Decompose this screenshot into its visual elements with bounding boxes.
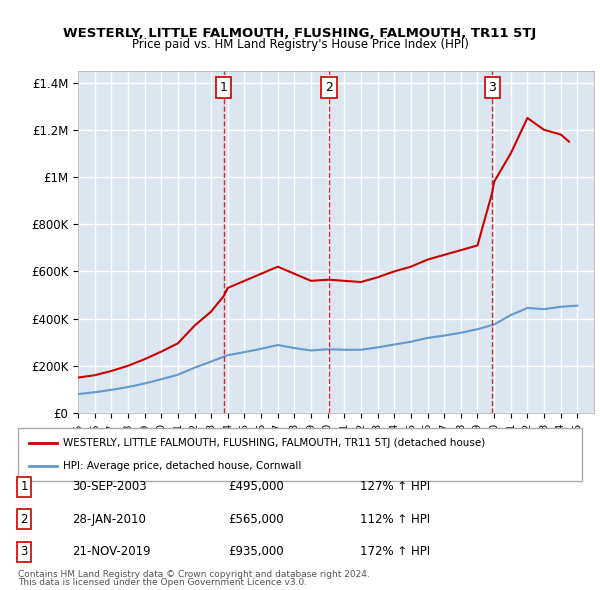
Text: 30-SEP-2003: 30-SEP-2003 xyxy=(72,480,146,493)
Text: Contains HM Land Registry data © Crown copyright and database right 2024.: Contains HM Land Registry data © Crown c… xyxy=(18,571,370,579)
Text: 1: 1 xyxy=(220,81,227,94)
Text: 28-JAN-2010: 28-JAN-2010 xyxy=(72,513,146,526)
Text: £565,000: £565,000 xyxy=(228,513,284,526)
Text: This data is licensed under the Open Government Licence v3.0.: This data is licensed under the Open Gov… xyxy=(18,578,307,587)
Text: 2: 2 xyxy=(20,513,28,526)
Text: Price paid vs. HM Land Registry's House Price Index (HPI): Price paid vs. HM Land Registry's House … xyxy=(131,38,469,51)
Text: WESTERLY, LITTLE FALMOUTH, FLUSHING, FALMOUTH, TR11 5TJ: WESTERLY, LITTLE FALMOUTH, FLUSHING, FAL… xyxy=(64,27,536,40)
Text: 3: 3 xyxy=(488,81,496,94)
Text: £495,000: £495,000 xyxy=(228,480,284,493)
Text: 21-NOV-2019: 21-NOV-2019 xyxy=(72,545,151,558)
Text: WESTERLY, LITTLE FALMOUTH, FLUSHING, FALMOUTH, TR11 5TJ (detached house): WESTERLY, LITTLE FALMOUTH, FLUSHING, FAL… xyxy=(63,438,485,448)
Text: 112% ↑ HPI: 112% ↑ HPI xyxy=(360,513,430,526)
FancyBboxPatch shape xyxy=(18,428,582,481)
Text: 2: 2 xyxy=(325,81,333,94)
Text: 1: 1 xyxy=(20,480,28,493)
Text: £935,000: £935,000 xyxy=(228,545,284,558)
Text: HPI: Average price, detached house, Cornwall: HPI: Average price, detached house, Corn… xyxy=(63,461,301,471)
Text: 127% ↑ HPI: 127% ↑ HPI xyxy=(360,480,430,493)
Text: 3: 3 xyxy=(20,545,28,558)
Text: 172% ↑ HPI: 172% ↑ HPI xyxy=(360,545,430,558)
